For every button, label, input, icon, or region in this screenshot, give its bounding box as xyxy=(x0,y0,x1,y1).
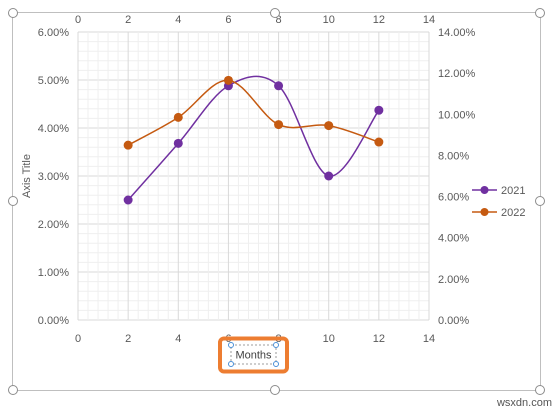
data-point-2021 xyxy=(123,195,133,205)
x-bottom-tick-label: 12 xyxy=(373,333,385,345)
y-left-tick-label: 5.00% xyxy=(38,75,69,87)
data-point-2021 xyxy=(173,138,183,148)
chart-resize-handle[interactable] xyxy=(8,196,18,206)
data-point-2021 xyxy=(324,171,334,181)
y-right-tick-label: 12.00% xyxy=(438,68,476,80)
chart-resize-handle[interactable] xyxy=(8,385,18,395)
selection-highlight-box xyxy=(218,336,289,374)
data-point-2021 xyxy=(274,81,284,91)
legend-label-2022: 2022 xyxy=(501,207,525,219)
x-bottom-tick-label: 10 xyxy=(323,333,335,345)
x-top-tick-label: 10 xyxy=(323,14,335,26)
x-top-tick-label: 14 xyxy=(423,14,435,26)
y-right-tick-label: 14.00% xyxy=(438,27,476,39)
y-left-tick-label: 0.00% xyxy=(38,315,69,327)
x-bottom-tick-label: 14 xyxy=(423,333,435,345)
data-point-2022 xyxy=(173,112,183,122)
x-axis-title: Months xyxy=(235,350,272,362)
legend-marker-2021 xyxy=(480,186,489,194)
y-right-tick-label: 10.00% xyxy=(438,109,476,121)
data-point-2022 xyxy=(223,75,233,85)
y-right-tick-label: 4.00% xyxy=(438,233,469,245)
x-top-tick-label: 4 xyxy=(175,14,181,26)
y-right-tick-label: 2.00% xyxy=(438,274,469,286)
chart-resize-handle[interactable] xyxy=(8,8,18,18)
watermark-text: wsxdn.com xyxy=(496,397,552,409)
data-point-2022 xyxy=(123,140,133,150)
x-bottom-tick-label: 2 xyxy=(125,333,131,345)
chart-resize-handle[interactable] xyxy=(535,196,545,206)
x-top-tick-label: 0 xyxy=(75,14,81,26)
y-left-tick-label: 2.00% xyxy=(38,219,69,231)
axis-title-resize-handle xyxy=(273,361,279,367)
y-left-tick-label: 3.00% xyxy=(38,171,69,183)
data-point-2021 xyxy=(374,105,384,115)
data-point-2022 xyxy=(374,137,384,147)
x-top-tick-label: 2 xyxy=(125,14,131,26)
y-left-tick-label: 6.00% xyxy=(38,27,69,39)
y-right-tick-label: 6.00% xyxy=(438,192,469,204)
y-right-tick-label: 8.00% xyxy=(438,150,469,162)
axis-title-resize-handle xyxy=(228,361,234,367)
chart-resize-handle[interactable] xyxy=(535,8,545,18)
axis-title-resize-handle xyxy=(228,342,234,348)
chart-resize-handle[interactable] xyxy=(270,8,280,18)
legend-label-2021: 2021 xyxy=(501,185,525,197)
x-top-tick-label: 12 xyxy=(373,14,385,26)
y-left-tick-label: 4.00% xyxy=(38,123,69,135)
chart-resize-handle[interactable] xyxy=(270,385,280,395)
legend-marker-2022 xyxy=(480,208,489,216)
x-bottom-tick-label: 0 xyxy=(75,333,81,345)
y-left-tick-label: 1.00% xyxy=(38,267,69,279)
axis-title-resize-handle xyxy=(273,342,279,348)
chart-border xyxy=(12,12,541,391)
x-bottom-tick-label: 4 xyxy=(175,333,181,345)
chart-resize-handle[interactable] xyxy=(535,385,545,395)
y-right-tick-label: 0.00% xyxy=(438,315,469,327)
data-point-2022 xyxy=(274,120,284,130)
x-top-tick-label: 8 xyxy=(276,14,282,26)
x-top-tick-label: 6 xyxy=(225,14,231,26)
data-point-2022 xyxy=(324,121,334,131)
y-axis-title: Axis Title xyxy=(21,154,33,198)
